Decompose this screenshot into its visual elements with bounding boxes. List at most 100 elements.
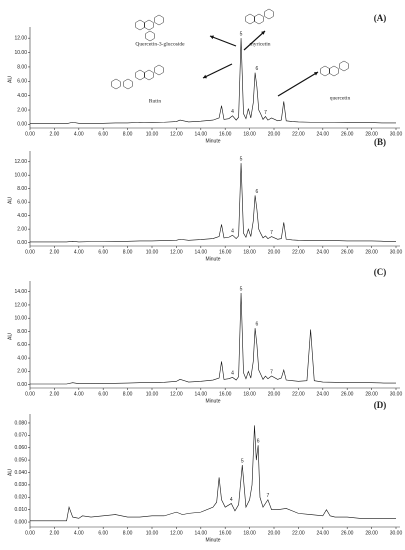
structure-ring (154, 14, 164, 26)
x-tick-label: 12.00 (170, 249, 183, 255)
x-tick-label: 24.00 (317, 249, 330, 255)
panel-label: (A) (374, 13, 387, 23)
x-tick-label: 6.00 (98, 249, 108, 255)
x-axis-label: Minute (205, 398, 220, 404)
arrow-head (261, 31, 265, 35)
chemical-structure (135, 14, 164, 42)
x-tick-label: 0.00 (25, 131, 35, 137)
x-tick-label: 30.00 (390, 530, 403, 536)
structure-ring (329, 65, 339, 77)
x-tick-label: 6.00 (98, 530, 108, 536)
compound-name: myricetin (249, 41, 270, 47)
y-tick-label: 0.00 (17, 122, 27, 128)
x-tick-label: 24.00 (317, 530, 330, 536)
peak-label: 6 (256, 66, 259, 72)
x-tick-label: 18.00 (243, 530, 256, 536)
x-tick-label: 22.00 (292, 131, 305, 137)
y-tick-label: 10.00 (14, 316, 27, 322)
chromatogram-line (30, 163, 396, 243)
y-tick-label: 14.00 (14, 289, 27, 295)
peak-label: 7 (264, 110, 267, 116)
x-tick-label: 2.00 (50, 391, 60, 397)
arrow-head (210, 35, 214, 40)
y-tick-label: 0.070 (14, 433, 27, 439)
structure-ring (245, 13, 255, 25)
x-tick-label: 22.00 (292, 530, 305, 536)
peak-label: 4 (231, 229, 234, 235)
structure-ring (111, 78, 121, 90)
x-tick-label: 16.00 (219, 131, 232, 137)
structure-ring (320, 65, 330, 77)
y-tick-label: 10.00 (14, 173, 27, 179)
x-tick-label: 18.00 (243, 391, 256, 397)
peak-label: 4 (230, 497, 233, 503)
y-tick-label: 0.080 (14, 420, 27, 426)
y-tick-label: 0.00 (17, 240, 27, 246)
chemical-structure (320, 60, 349, 77)
x-tick-label: 26.00 (341, 131, 354, 137)
structure-ring (154, 64, 164, 76)
x-tick-label: 30.00 (390, 391, 403, 397)
x-tick-label: 22.00 (292, 249, 305, 255)
x-tick-label: 20.00 (268, 530, 281, 536)
y-tick-label: 0.060 (14, 445, 27, 451)
x-tick-label: 2.00 (50, 530, 60, 536)
x-tick-label: 26.00 (341, 249, 354, 255)
y-tick-label: 0.030 (14, 482, 27, 488)
x-tick-label: 0.00 (25, 391, 35, 397)
x-tick-label: 10.00 (146, 249, 159, 255)
x-tick-label: 28.00 (365, 249, 378, 255)
y-tick-label: 0.00 (17, 382, 27, 388)
y-tick-label: 4.00 (17, 213, 27, 219)
peak-label: 6 (256, 322, 259, 328)
chromatogram-line (30, 425, 396, 522)
chromatogram-line (30, 38, 396, 124)
x-tick-label: 14.00 (195, 391, 208, 397)
y-tick-label: 6.00 (17, 79, 27, 85)
x-tick-label: 20.00 (268, 249, 281, 255)
x-tick-label: 28.00 (365, 391, 378, 397)
peak-label: 7 (267, 493, 270, 499)
x-tick-label: 14.00 (195, 131, 208, 137)
y-tick-label: 8.00 (17, 329, 27, 335)
x-tick-label: 4.00 (74, 391, 84, 397)
structure-ring (339, 60, 349, 72)
y-tick-label: 2.00 (17, 226, 27, 232)
y-tick-label: 8.00 (17, 186, 27, 192)
y-tick-label: 6.00 (17, 342, 27, 348)
peak-label: 5 (241, 458, 244, 464)
x-tick-label: 24.00 (317, 391, 330, 397)
x-tick-label: 10.00 (146, 530, 159, 536)
structure-ring (145, 30, 155, 42)
x-tick-label: 16.00 (219, 249, 232, 255)
chemical-structure (111, 64, 164, 90)
chemical-structure (245, 8, 274, 25)
x-tick-label: 26.00 (341, 391, 354, 397)
x-axis-label: Minute (205, 256, 220, 262)
compound-name: Rutin (149, 98, 161, 104)
x-tick-label: 28.00 (365, 530, 378, 536)
panel-label: (B) (374, 137, 386, 147)
arrow-shaft (209, 35, 237, 47)
y-axis-label: AU (7, 76, 13, 83)
structure-ring (135, 69, 145, 81)
x-tick-label: 4.00 (74, 249, 84, 255)
x-axis-label: Minute (205, 537, 220, 543)
arrow-head (203, 74, 207, 79)
peak-label: 4 (231, 371, 234, 377)
x-tick-label: 6.00 (98, 131, 108, 137)
structure-ring (264, 8, 274, 20)
x-tick-label: 0.00 (25, 530, 35, 536)
x-tick-label: 4.00 (74, 131, 84, 137)
x-tick-label: 28.00 (365, 131, 378, 137)
peak-label: 7 (270, 369, 273, 375)
chromatogram-line (30, 292, 396, 385)
x-tick-label: 12.00 (170, 131, 183, 137)
panel-label: (C) (374, 267, 387, 277)
x-tick-label: 16.00 (219, 391, 232, 397)
y-tick-label: 2.00 (17, 369, 27, 375)
x-axis-label: Minute (205, 138, 220, 144)
y-tick-label: 0.000 (14, 519, 27, 525)
x-tick-label: 24.00 (317, 131, 330, 137)
